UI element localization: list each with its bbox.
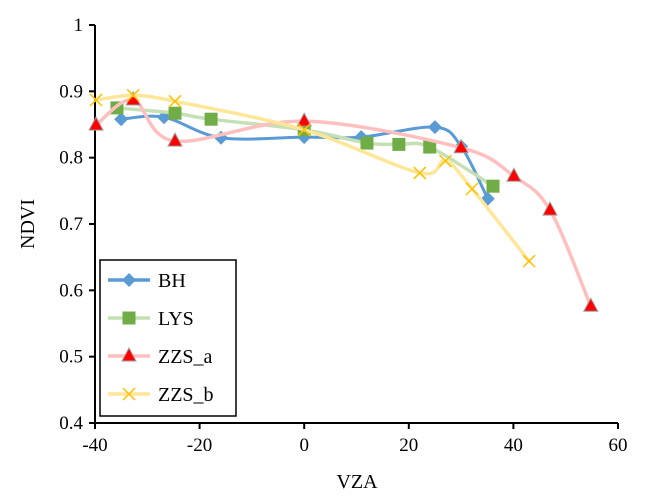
data-point bbox=[427, 120, 442, 135]
legend-label: ZZS_b bbox=[158, 384, 214, 406]
x-axis-label: VZA bbox=[336, 471, 378, 493]
y-tick-label: 0.7 bbox=[59, 214, 83, 235]
legend-marker bbox=[121, 346, 137, 362]
x-tick-label: 40 bbox=[504, 435, 523, 456]
data-point bbox=[297, 123, 311, 137]
y-tick-label: 1 bbox=[74, 15, 84, 36]
legend-label: ZZS_a bbox=[158, 346, 213, 368]
y-tick-label: 0.9 bbox=[59, 81, 83, 102]
data-point bbox=[88, 116, 104, 131]
x-tick-label: -20 bbox=[187, 435, 212, 456]
data-point bbox=[168, 94, 182, 108]
y-tick-label: 0.5 bbox=[59, 347, 83, 368]
y-axis-label: NDVI bbox=[17, 199, 39, 249]
axes: -40 -20 0 20 40 60 0.4 0.5 0.6 0.7 0.8 0.9 1 bbox=[59, 15, 627, 456]
x-tick-label: -40 bbox=[82, 435, 107, 456]
data-point bbox=[423, 140, 437, 154]
series-zzs_b bbox=[89, 88, 536, 268]
y-tick-label: 0.8 bbox=[59, 148, 83, 169]
data-point bbox=[486, 179, 500, 193]
legend-label: LYS bbox=[158, 308, 194, 330]
legend-marker bbox=[122, 273, 136, 287]
legend: BH LYS ZZS_a ZZS_b bbox=[99, 259, 237, 417]
data-point bbox=[438, 154, 452, 168]
data-point bbox=[168, 106, 182, 120]
data-point bbox=[413, 166, 427, 180]
x-tick-label: 20 bbox=[399, 435, 418, 456]
legend-label: BH bbox=[158, 270, 186, 292]
data-point bbox=[360, 136, 374, 150]
data-point bbox=[167, 132, 183, 147]
series-layer bbox=[88, 88, 599, 312]
data-point bbox=[392, 137, 406, 151]
data-point bbox=[542, 201, 558, 216]
data-point bbox=[296, 112, 313, 127]
legend-marker bbox=[122, 311, 136, 325]
data-point bbox=[204, 112, 218, 126]
legend-marker bbox=[122, 387, 136, 401]
data-point bbox=[465, 182, 479, 196]
data-point bbox=[89, 93, 103, 107]
data-point bbox=[114, 112, 129, 127]
x-tick-label: 0 bbox=[299, 435, 309, 456]
data-point bbox=[522, 254, 536, 268]
data-point bbox=[582, 297, 599, 312]
x-tick-label: 60 bbox=[609, 435, 628, 456]
data-point bbox=[506, 167, 522, 182]
legend-box bbox=[99, 259, 237, 417]
data-point bbox=[453, 138, 469, 154]
data-point bbox=[126, 88, 140, 102]
series-zzs_a bbox=[88, 90, 599, 312]
y-tick-label: 0.6 bbox=[59, 280, 83, 301]
y-tick-label: 0.4 bbox=[59, 413, 83, 434]
